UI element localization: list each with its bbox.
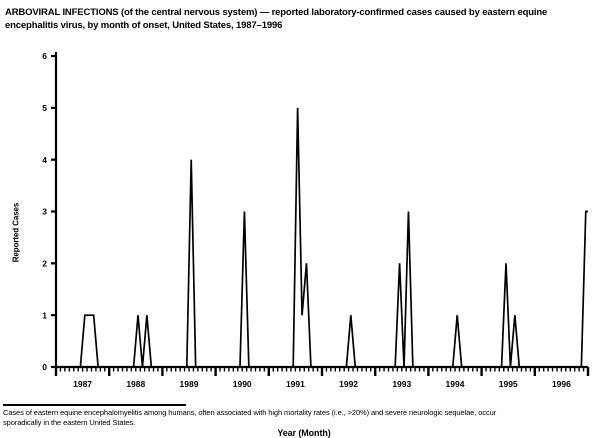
x-tick-label: 1987 xyxy=(73,379,92,389)
y-tick-label: 6 xyxy=(42,51,47,61)
y-tick-label: 0 xyxy=(42,362,47,372)
line-chart: 0 1 2 3 4 5 6 1987 1988 1989 1990 1991 1992 1993 1994 1… xyxy=(42,51,590,389)
x-tick-label: 1988 xyxy=(126,379,145,389)
x-tick-label: 1995 xyxy=(499,379,518,389)
x-tick-label: 1989 xyxy=(180,379,199,389)
y-tick-label: 5 xyxy=(42,103,47,113)
x-tick-label: 1990 xyxy=(233,379,252,389)
x-tick-label: 1991 xyxy=(286,379,305,389)
data-line-series-0 xyxy=(56,107,588,368)
footnote-divider xyxy=(3,404,186,406)
x-tick-label: 1994 xyxy=(446,379,465,389)
y-tick-label: 4 xyxy=(42,155,47,165)
y-axis-title: Reported Cases xyxy=(11,202,21,263)
y-tick-label: 3 xyxy=(42,207,47,217)
x-tick-label: 1992 xyxy=(339,379,358,389)
x-tick-label: 1996 xyxy=(552,379,571,389)
x-tick-label: 1993 xyxy=(392,379,411,389)
footnote-text: Cases of eastern equine encephalomyeliti… xyxy=(3,408,497,427)
plot-area: 0 1 2 3 4 5 6 1987 1988 1989 1990 1991 1992 1993 1994 1… xyxy=(0,40,608,438)
y-tick-label: 1 xyxy=(42,310,47,320)
page-title: ARBOVIRAL INFECTIONS (of the central ner… xyxy=(5,7,548,31)
x-axis-title: Year (Month) xyxy=(277,428,331,438)
y-tick-label: 2 xyxy=(42,259,47,269)
